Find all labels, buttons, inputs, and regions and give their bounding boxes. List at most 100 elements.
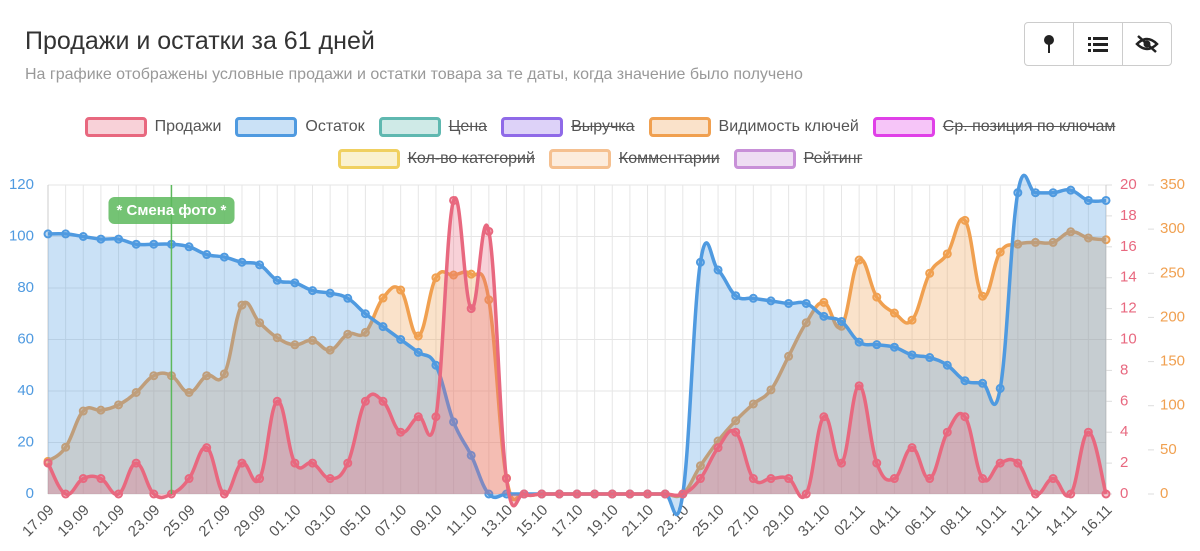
y-tick-label: 120 bbox=[9, 176, 34, 193]
point bbox=[343, 329, 353, 339]
point bbox=[995, 247, 1005, 257]
legend-item[interactable]: Рейтинг bbox=[733, 149, 862, 169]
point bbox=[713, 265, 723, 275]
y-tick-label: 60 bbox=[17, 330, 34, 347]
x-tick-label: 21.10 bbox=[619, 502, 658, 541]
point bbox=[942, 360, 952, 370]
point bbox=[378, 322, 388, 332]
pin-button[interactable] bbox=[1025, 23, 1074, 65]
point bbox=[396, 427, 406, 437]
point bbox=[554, 489, 564, 499]
point bbox=[449, 195, 459, 205]
x-tick-label: 03.10 bbox=[301, 502, 340, 541]
point bbox=[907, 315, 917, 325]
point bbox=[801, 298, 811, 308]
point bbox=[1030, 489, 1040, 499]
point bbox=[325, 345, 335, 355]
point bbox=[748, 474, 758, 484]
point bbox=[290, 278, 300, 288]
point bbox=[202, 371, 212, 381]
point bbox=[801, 318, 811, 328]
point bbox=[1083, 233, 1093, 243]
legend-label: Видимость ключей bbox=[718, 118, 859, 135]
x-tick-label: 16.11 bbox=[1078, 502, 1116, 540]
y3-tick-label: 200 bbox=[1160, 308, 1185, 325]
point bbox=[43, 229, 53, 239]
list-button[interactable] bbox=[1074, 23, 1123, 65]
point bbox=[713, 443, 723, 453]
point bbox=[272, 396, 282, 406]
point bbox=[907, 443, 917, 453]
y-tick-label: 0 bbox=[26, 485, 34, 502]
point bbox=[1013, 188, 1023, 198]
legend-item[interactable]: Выручка bbox=[501, 117, 635, 137]
point bbox=[78, 232, 88, 241]
point bbox=[731, 291, 741, 301]
point bbox=[184, 242, 194, 252]
x-tick-label: 01.10 bbox=[266, 502, 305, 541]
point bbox=[255, 318, 265, 328]
x-tick-label: 11.10 bbox=[443, 502, 481, 540]
y2-tick-label: 16 bbox=[1120, 238, 1137, 255]
point bbox=[942, 249, 952, 259]
point bbox=[413, 331, 423, 341]
point bbox=[484, 489, 494, 499]
point bbox=[519, 489, 529, 499]
legend-item[interactable]: Цена bbox=[378, 117, 487, 137]
x-tick-label: 27.09 bbox=[195, 502, 234, 541]
point bbox=[731, 416, 741, 426]
legend-label: Ср. позиция по ключам bbox=[942, 118, 1116, 135]
point bbox=[837, 458, 846, 468]
chart-subtitle: На графике отображены условные продажи и… bbox=[25, 66, 803, 83]
point bbox=[995, 383, 1005, 393]
point bbox=[78, 474, 88, 484]
point bbox=[61, 442, 71, 452]
x-tick-label: 27.10 bbox=[724, 502, 763, 541]
area bbox=[48, 175, 1106, 515]
legend-swatch bbox=[235, 117, 298, 137]
x-tick-label: 25.09 bbox=[160, 502, 199, 541]
point bbox=[978, 291, 988, 301]
point bbox=[960, 376, 970, 386]
point bbox=[837, 316, 846, 326]
y-tick-label: 20 bbox=[17, 433, 34, 450]
point bbox=[272, 275, 282, 285]
x-tick-label: 17.09 bbox=[19, 502, 58, 541]
legend-item[interactable]: Видимость ключей bbox=[648, 117, 859, 137]
point bbox=[96, 474, 106, 484]
legend-item[interactable]: Кол-во категорий bbox=[337, 149, 535, 169]
point bbox=[43, 458, 53, 468]
legend-label: Продажи bbox=[154, 118, 222, 135]
point bbox=[131, 239, 141, 249]
legend-item[interactable]: Комментарии bbox=[548, 149, 720, 169]
legend-item[interactable]: Ср. позиция по ключам bbox=[872, 117, 1116, 137]
legend-item[interactable]: Продажи bbox=[84, 117, 222, 137]
legend-swatch bbox=[648, 117, 711, 137]
line bbox=[46, 196, 1108, 508]
point bbox=[1066, 489, 1076, 499]
point bbox=[290, 458, 300, 468]
point bbox=[784, 474, 794, 484]
annotation: * Смена фото * bbox=[108, 196, 235, 224]
point bbox=[237, 458, 247, 468]
point bbox=[889, 474, 899, 484]
point bbox=[131, 458, 141, 468]
point bbox=[184, 474, 194, 484]
point bbox=[854, 337, 864, 347]
hide-button[interactable] bbox=[1123, 23, 1171, 65]
y3-tick-label: 300 bbox=[1160, 220, 1185, 237]
point bbox=[590, 489, 600, 499]
point bbox=[484, 226, 494, 236]
point bbox=[114, 489, 124, 499]
x-tick-label: 08.11 bbox=[937, 502, 975, 540]
point bbox=[854, 255, 864, 265]
x-tick-label: 07.10 bbox=[372, 502, 411, 541]
legend-item[interactable]: Остаток bbox=[235, 117, 365, 137]
point bbox=[219, 369, 229, 379]
point bbox=[255, 260, 265, 270]
point bbox=[114, 400, 124, 410]
point bbox=[1066, 185, 1076, 195]
point bbox=[501, 474, 511, 484]
